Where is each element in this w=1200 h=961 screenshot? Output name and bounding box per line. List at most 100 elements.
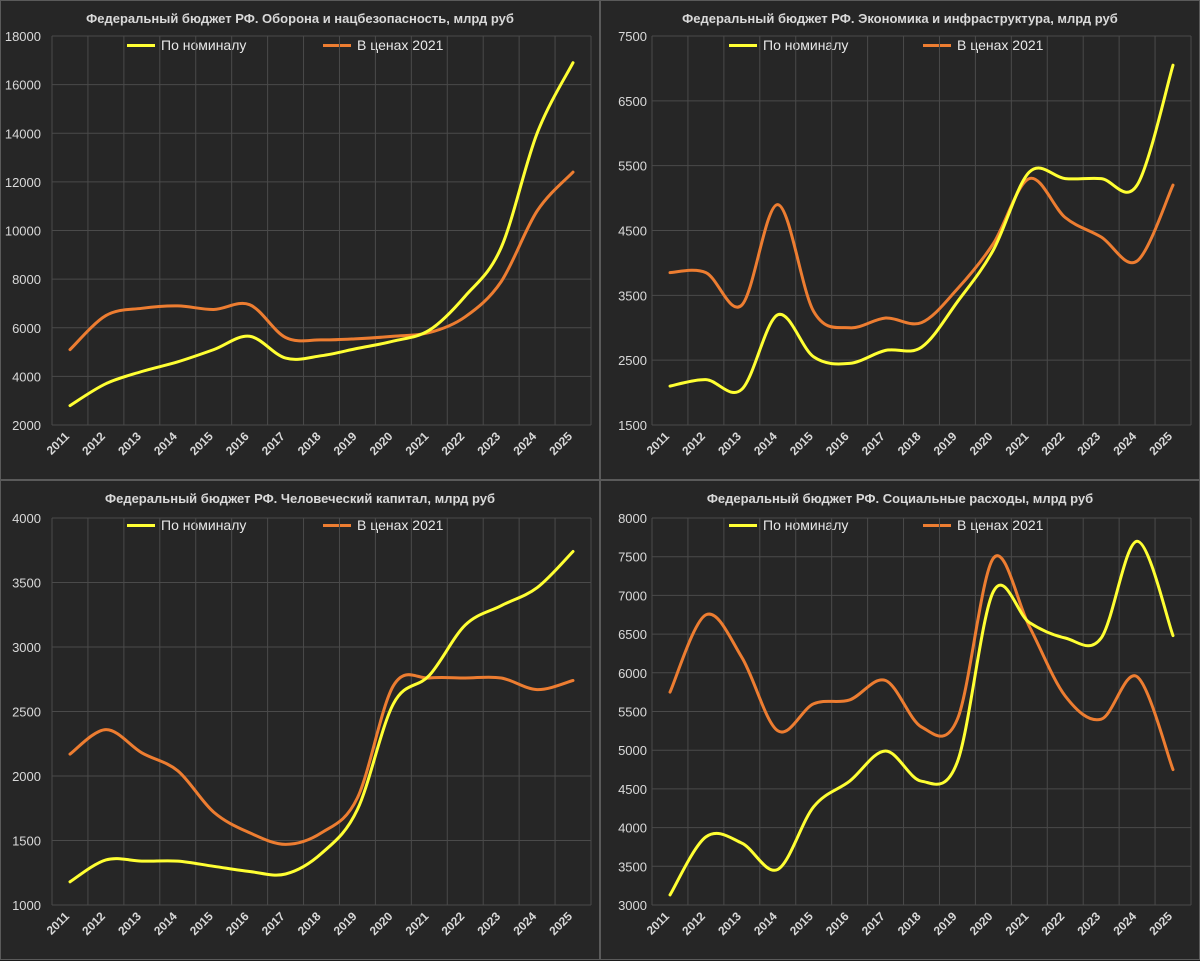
x-tick-label: 2016 xyxy=(223,429,252,458)
x-tick-label: 2017 xyxy=(259,429,288,458)
x-tick-label: 2024 xyxy=(510,429,539,458)
y-tick-label: 1000 xyxy=(12,898,41,913)
y-tick-label: 5500 xyxy=(618,159,647,174)
x-tick-label: 2012 xyxy=(679,429,708,458)
legend-swatch-nominal xyxy=(127,523,155,527)
legend-label-nominal: По номиналу xyxy=(763,517,849,533)
legend-label-nominal: По номиналу xyxy=(161,37,247,53)
x-tick-label: 2016 xyxy=(223,909,252,938)
y-tick-label: 6000 xyxy=(12,321,41,336)
x-tick-label: 2017 xyxy=(859,909,888,938)
x-tick-label: 2015 xyxy=(187,429,216,458)
x-tick-label: 2023 xyxy=(1075,429,1104,458)
y-tick-label: 7500 xyxy=(618,550,647,565)
y-tick-label: 14000 xyxy=(5,126,41,141)
x-tick-label: 2021 xyxy=(1003,429,1032,458)
x-tick-label: 2018 xyxy=(895,909,924,938)
x-tick-label: 2015 xyxy=(787,909,816,938)
x-tick-label: 2023 xyxy=(475,429,504,458)
chart-title: Федеральный бюджет РФ. Экономика и инфра… xyxy=(682,11,1118,26)
legend-label-real: В ценах 2021 xyxy=(957,37,1044,53)
legend-real: В ценах 2021 xyxy=(923,37,1043,53)
x-tick-label: 2022 xyxy=(439,429,468,458)
x-tick-label: 2013 xyxy=(115,909,144,938)
y-tick-label: 4500 xyxy=(618,782,647,797)
y-tick-label: 6500 xyxy=(618,94,647,109)
y-tick-label: 1500 xyxy=(12,834,41,849)
x-tick-label: 2024 xyxy=(1110,909,1139,938)
y-tick-label: 3000 xyxy=(618,898,647,913)
chart-panel-social: Федеральный бюджет РФ. Социальные расход… xyxy=(600,480,1200,960)
legend-swatch-nominal xyxy=(127,43,155,47)
x-tick-label: 2012 xyxy=(79,429,108,458)
series-line-real xyxy=(668,177,1175,330)
x-tick-label: 2023 xyxy=(475,909,504,938)
chart-title: Федеральный бюджет РФ. Человеческий капи… xyxy=(105,491,495,506)
x-tick-label: 2012 xyxy=(79,909,108,938)
x-tick-label: 2024 xyxy=(1110,429,1139,458)
x-tick-label: 2016 xyxy=(823,909,852,938)
x-tick-label: 2018 xyxy=(295,909,324,938)
x-tick-label: 2021 xyxy=(1003,909,1032,938)
x-tick-label: 2019 xyxy=(931,909,960,938)
series-line-nominal xyxy=(668,63,1175,394)
legend-nominal: По номиналу xyxy=(729,517,848,533)
y-tick-label: 18000 xyxy=(5,29,41,44)
chart-svg: 2000 4000 6000 8000 10000 12000 14000 16000 1800… xyxy=(5,29,592,458)
y-tick-label: 3500 xyxy=(618,288,647,303)
x-tick-label: 2014 xyxy=(751,909,780,938)
x-tick-label: 2011 xyxy=(44,909,73,938)
x-tick-label: 2022 xyxy=(1039,909,1068,938)
y-tick-label: 2000 xyxy=(12,769,41,784)
legend-swatch-nominal xyxy=(729,43,757,47)
x-tick-label: 2020 xyxy=(367,909,396,938)
x-tick-label: 2022 xyxy=(1039,429,1068,458)
x-tick-label: 2014 xyxy=(751,429,780,458)
x-tick-label: 2025 xyxy=(546,909,575,938)
x-tick-label: 2017 xyxy=(259,909,288,938)
y-tick-label: 6000 xyxy=(618,666,647,681)
chart-panel-human-capital: Федеральный бюджет РФ. Человеческий капи… xyxy=(0,480,600,960)
x-tick-label: 2021 xyxy=(403,429,432,458)
legend-swatch-real xyxy=(923,43,951,47)
series-line-nominal xyxy=(668,539,1175,897)
x-tick-label: 2011 xyxy=(44,429,73,458)
y-tick-label: 2000 xyxy=(12,418,41,433)
series-line-nominal xyxy=(68,550,575,884)
x-tick-label: 2012 xyxy=(679,909,708,938)
chart-panel-economy: Федеральный бюджет РФ. Экономика и инфра… xyxy=(600,0,1200,480)
y-tick-label: 6500 xyxy=(618,627,647,642)
x-tick-label: 2013 xyxy=(715,429,744,458)
x-tick-label: 2022 xyxy=(439,909,468,938)
y-tick-label: 4000 xyxy=(12,511,41,526)
series-line-nominal xyxy=(68,61,575,408)
legend-real: В ценах 2021 xyxy=(923,517,1043,533)
chart-svg: 1500 2500 3500 4500 5500 6500 7500 2011 2012 2013… xyxy=(618,29,1192,458)
x-tick-label: 2018 xyxy=(895,429,924,458)
x-tick-label: 2025 xyxy=(546,429,575,458)
x-tick-label: 2020 xyxy=(967,429,996,458)
y-tick-label: 7500 xyxy=(618,29,647,44)
legend-nominal: По номиналу xyxy=(729,37,848,53)
x-tick-label: 2015 xyxy=(787,429,816,458)
x-tick-label: 2019 xyxy=(331,429,360,458)
y-tick-label: 8000 xyxy=(12,272,41,287)
y-tick-label: 2500 xyxy=(618,353,647,368)
y-tick-label: 3000 xyxy=(12,640,41,655)
legend-nominal: По номиналу xyxy=(127,517,246,533)
y-tick-label: 4000 xyxy=(618,821,647,836)
series-line-real xyxy=(668,554,1175,772)
x-tick-label: 2025 xyxy=(1146,909,1175,938)
x-tick-label: 2018 xyxy=(295,429,324,458)
x-tick-label: 2016 xyxy=(823,429,852,458)
x-tick-label: 2011 xyxy=(644,429,673,458)
x-tick-label: 2021 xyxy=(403,909,432,938)
x-tick-label: 2025 xyxy=(1146,429,1175,458)
y-tick-label: 8000 xyxy=(618,511,647,526)
x-tick-label: 2024 xyxy=(510,909,539,938)
y-tick-label: 10000 xyxy=(5,224,41,239)
legend-swatch-real xyxy=(323,523,351,527)
chart-title: Федеральный бюджет РФ. Социальные расход… xyxy=(706,491,1094,506)
y-tick-label: 5500 xyxy=(618,705,647,720)
